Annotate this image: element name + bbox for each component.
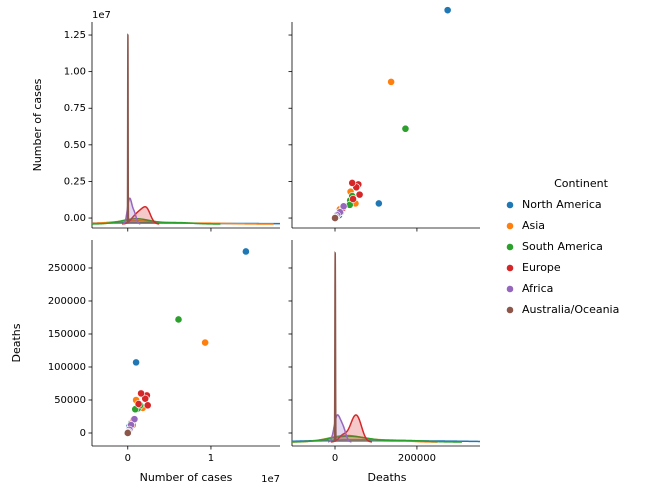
point bbox=[174, 315, 183, 324]
kde-line bbox=[330, 414, 373, 443]
y-tick-label: 50000 bbox=[54, 395, 86, 406]
x-tick-label: 0 bbox=[125, 453, 131, 464]
y-tick-label: 1.25 bbox=[64, 30, 86, 41]
x-axis-label: Deaths bbox=[368, 471, 407, 484]
point bbox=[349, 195, 357, 203]
point bbox=[355, 190, 364, 199]
point bbox=[132, 358, 140, 367]
kde-line bbox=[333, 251, 337, 441]
legend-marker bbox=[506, 285, 514, 293]
point bbox=[241, 247, 250, 256]
kde-line bbox=[327, 414, 352, 443]
legend-label: Europe bbox=[522, 261, 561, 274]
y-tick-label: 0.25 bbox=[64, 176, 86, 187]
legend-label: North America bbox=[522, 198, 602, 211]
point bbox=[348, 179, 357, 187]
axis-offset: 1e7 bbox=[261, 474, 280, 485]
kde-area bbox=[292, 435, 438, 442]
point bbox=[130, 415, 139, 424]
point bbox=[339, 202, 348, 211]
legend-label: South America bbox=[522, 240, 603, 253]
y-tick-label: 250000 bbox=[48, 263, 86, 274]
y-tick-label: 0.75 bbox=[64, 103, 86, 114]
kde-line bbox=[126, 33, 130, 223]
axis-offset: 1e7 bbox=[92, 10, 111, 21]
legend-marker bbox=[506, 222, 514, 230]
point bbox=[374, 199, 383, 208]
x-tick-label: 200000 bbox=[398, 453, 436, 464]
legend-marker bbox=[506, 306, 514, 314]
y-tick-label: 0.50 bbox=[64, 140, 86, 151]
x-axis-label: Number of cases bbox=[140, 471, 233, 484]
legend-label: Africa bbox=[522, 282, 553, 295]
legend-title: Continent bbox=[554, 177, 608, 190]
legend-label: Australia/Oceania bbox=[522, 303, 619, 316]
point bbox=[143, 401, 152, 410]
kde-line bbox=[92, 217, 221, 225]
point bbox=[201, 338, 210, 347]
point bbox=[443, 6, 452, 15]
y-tick-label: 1.00 bbox=[64, 67, 86, 78]
y-tick-label: 150000 bbox=[48, 329, 86, 340]
y-tick-label: 0.00 bbox=[64, 213, 86, 224]
x-tick-label: 1 bbox=[208, 453, 214, 464]
y-axis-label: Number of cases bbox=[31, 78, 44, 171]
y-tick-label: 200000 bbox=[48, 296, 86, 307]
x-tick-label: 0 bbox=[332, 453, 338, 464]
kde-line bbox=[122, 197, 141, 225]
point bbox=[123, 429, 132, 437]
point bbox=[141, 394, 150, 403]
point bbox=[331, 214, 339, 222]
legend-marker bbox=[506, 264, 514, 272]
y-axis-label: Deaths bbox=[10, 323, 23, 362]
legend-label: Asia bbox=[522, 219, 545, 232]
legend-marker bbox=[506, 243, 514, 251]
point bbox=[401, 124, 410, 133]
y-tick-label: 100000 bbox=[48, 362, 86, 373]
point bbox=[387, 77, 396, 86]
kde-area bbox=[330, 414, 373, 442]
kde-line bbox=[292, 435, 462, 443]
y-tick-label: 0 bbox=[80, 428, 86, 439]
legend-marker bbox=[506, 201, 514, 209]
point bbox=[134, 400, 143, 408]
point bbox=[137, 389, 145, 398]
